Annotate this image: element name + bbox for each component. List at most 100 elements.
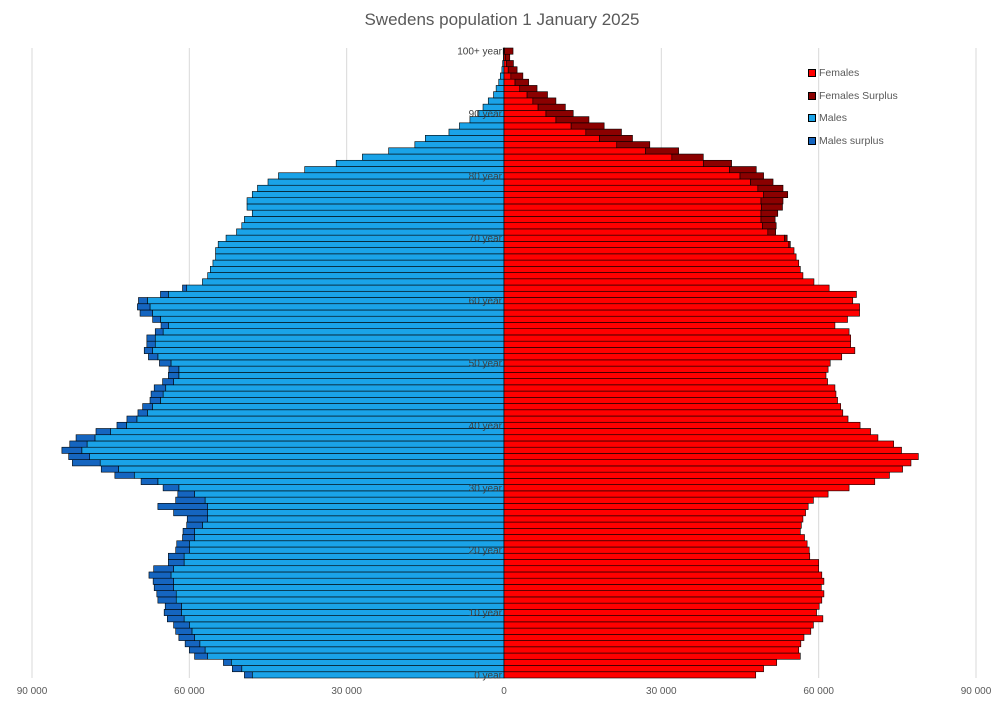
- bar-males-age-54: [154, 334, 505, 342]
- bar-males-surplus-age-17: [153, 565, 174, 573]
- bar-males-age-45: [162, 390, 505, 398]
- x-tick-label: 30 000: [331, 686, 362, 697]
- bar-males-surplus-age-48: [168, 372, 180, 379]
- x-tick-label: 30 000: [646, 686, 677, 697]
- bar-females-surplus-age-98: [506, 60, 514, 68]
- bar-males-surplus-age-18: [168, 559, 185, 567]
- bar-males-surplus-age-34: [72, 459, 101, 467]
- bar-females-surplus-age-81: [729, 166, 757, 174]
- bar-males-surplus-age-60: [138, 297, 148, 305]
- bar-males-age-67: [215, 253, 505, 261]
- bar-males-surplus-age-8: [173, 621, 190, 629]
- legend-swatch-females-surplus: [808, 91, 816, 100]
- bar-males-age-56: [168, 322, 505, 329]
- bar-females-age-96: [503, 72, 512, 80]
- bar-females-age-51: [503, 353, 843, 361]
- bar-males-surplus-age-16: [148, 571, 172, 579]
- bar-females-age-26: [503, 509, 806, 517]
- bar-males-age-37: [86, 440, 505, 448]
- bar-males-age-58: [152, 309, 505, 317]
- bar-females-age-1: [503, 665, 764, 673]
- bar-females-age-81: [503, 166, 730, 174]
- bar-males-surplus-age-38: [75, 434, 96, 442]
- bar-females-age-3: [503, 652, 801, 660]
- bar-males-age-73: [244, 216, 505, 223]
- legend-label-females-surplus: Females Surplus: [819, 89, 898, 102]
- bar-females-age-63: [503, 278, 815, 286]
- bar-males-surplus-age-40: [116, 421, 127, 429]
- bar-females-age-87: [503, 128, 587, 136]
- bar-females-surplus-age-77: [763, 191, 789, 199]
- bar-males-age-41: [136, 415, 505, 423]
- bar-females-age-6: [503, 634, 805, 641]
- bar-males-age-86: [425, 135, 505, 142]
- bar-males-age-40: [126, 421, 505, 429]
- bar-males-surplus-age-1: [232, 665, 243, 673]
- bar-males-age-19: [183, 552, 505, 560]
- bar-males-surplus-age-52: [143, 347, 153, 354]
- bar-females-age-47: [503, 378, 828, 386]
- bar-females-surplus-age-100: [504, 47, 514, 55]
- bar-females-age-22: [503, 534, 805, 542]
- bar-males-surplus-age-6: [178, 634, 195, 641]
- bar-males-surplus-age-3: [194, 652, 208, 660]
- bar-males-age-53: [154, 340, 505, 348]
- bar-males-age-63: [202, 278, 505, 286]
- bar-females-age-57: [503, 315, 848, 323]
- bar-males-age-5: [199, 640, 505, 648]
- bar-females-age-76: [503, 197, 762, 205]
- bar-males-age-75: [246, 203, 505, 211]
- bar-males-surplus-age-12: [157, 596, 177, 604]
- bar-females-age-43: [503, 403, 841, 411]
- bar-males-age-35: [89, 453, 505, 460]
- bar-males-surplus-age-61: [160, 290, 169, 298]
- bar-females-age-16: [503, 571, 823, 579]
- bar-females-surplus-age-91: [537, 103, 566, 111]
- bar-females-age-67: [503, 253, 797, 261]
- bar-males-surplus-age-20: [175, 546, 190, 554]
- bar-males-age-38: [94, 434, 505, 442]
- bar-females-age-82: [503, 159, 704, 167]
- bar-females-age-44: [503, 397, 838, 404]
- bar-males-age-24: [202, 521, 505, 529]
- bar-males-age-13: [175, 590, 505, 598]
- age-label: 40 year: [469, 421, 503, 432]
- bar-males-age-96: [500, 72, 505, 80]
- bar-males-surplus-age-31: [140, 478, 159, 485]
- bar-females-surplus-age-94: [519, 85, 538, 92]
- bar-females-surplus-age-88: [570, 122, 605, 130]
- bar-males-age-76: [246, 197, 505, 205]
- legend-item-males: Males: [808, 107, 898, 130]
- bar-males-surplus-age-49: [168, 365, 180, 373]
- bar-females-age-5: [503, 640, 802, 648]
- bar-males-age-95: [498, 78, 505, 86]
- bar-males-age-50: [170, 359, 505, 367]
- bar-females-surplus-age-78: [757, 184, 784, 192]
- bar-females-age-79: [503, 178, 751, 186]
- bar-females-age-50: [503, 359, 831, 367]
- bar-males-age-70: [225, 234, 505, 242]
- bar-females-surplus-age-74: [760, 209, 779, 217]
- bar-males-age-42: [147, 409, 505, 417]
- x-tick-labels: 90 000 60 000 30 000 0 30 000 60 000 90 000: [17, 686, 992, 697]
- bar-males-surplus-age-26: [173, 509, 208, 517]
- legend-label-males: Males: [819, 112, 848, 125]
- bar-females-surplus-age-70: [784, 234, 788, 242]
- bar-males-age-87: [448, 128, 505, 136]
- age-labels: 0 year 10 year 20 year 30 year 40 year 50 yea…: [457, 47, 502, 682]
- bar-females-age-18: [503, 559, 819, 567]
- bar-males-age-55: [162, 328, 505, 336]
- bar-females-age-45: [503, 390, 837, 398]
- bar-males-age-0: [251, 671, 505, 679]
- bar-females-age-8: [503, 621, 814, 629]
- bar-females-age-83: [503, 153, 673, 161]
- bar-males-age-60: [147, 297, 505, 305]
- bar-females-age-66: [503, 259, 800, 267]
- bar-males-age-48: [178, 372, 505, 379]
- x-tick-label: 0: [501, 686, 507, 697]
- bar-males-age-21: [189, 540, 505, 548]
- age-label: 90 year: [469, 109, 503, 120]
- bar-females-surplus-age-84: [645, 147, 679, 155]
- bar-females-surplus-age-92: [532, 97, 557, 105]
